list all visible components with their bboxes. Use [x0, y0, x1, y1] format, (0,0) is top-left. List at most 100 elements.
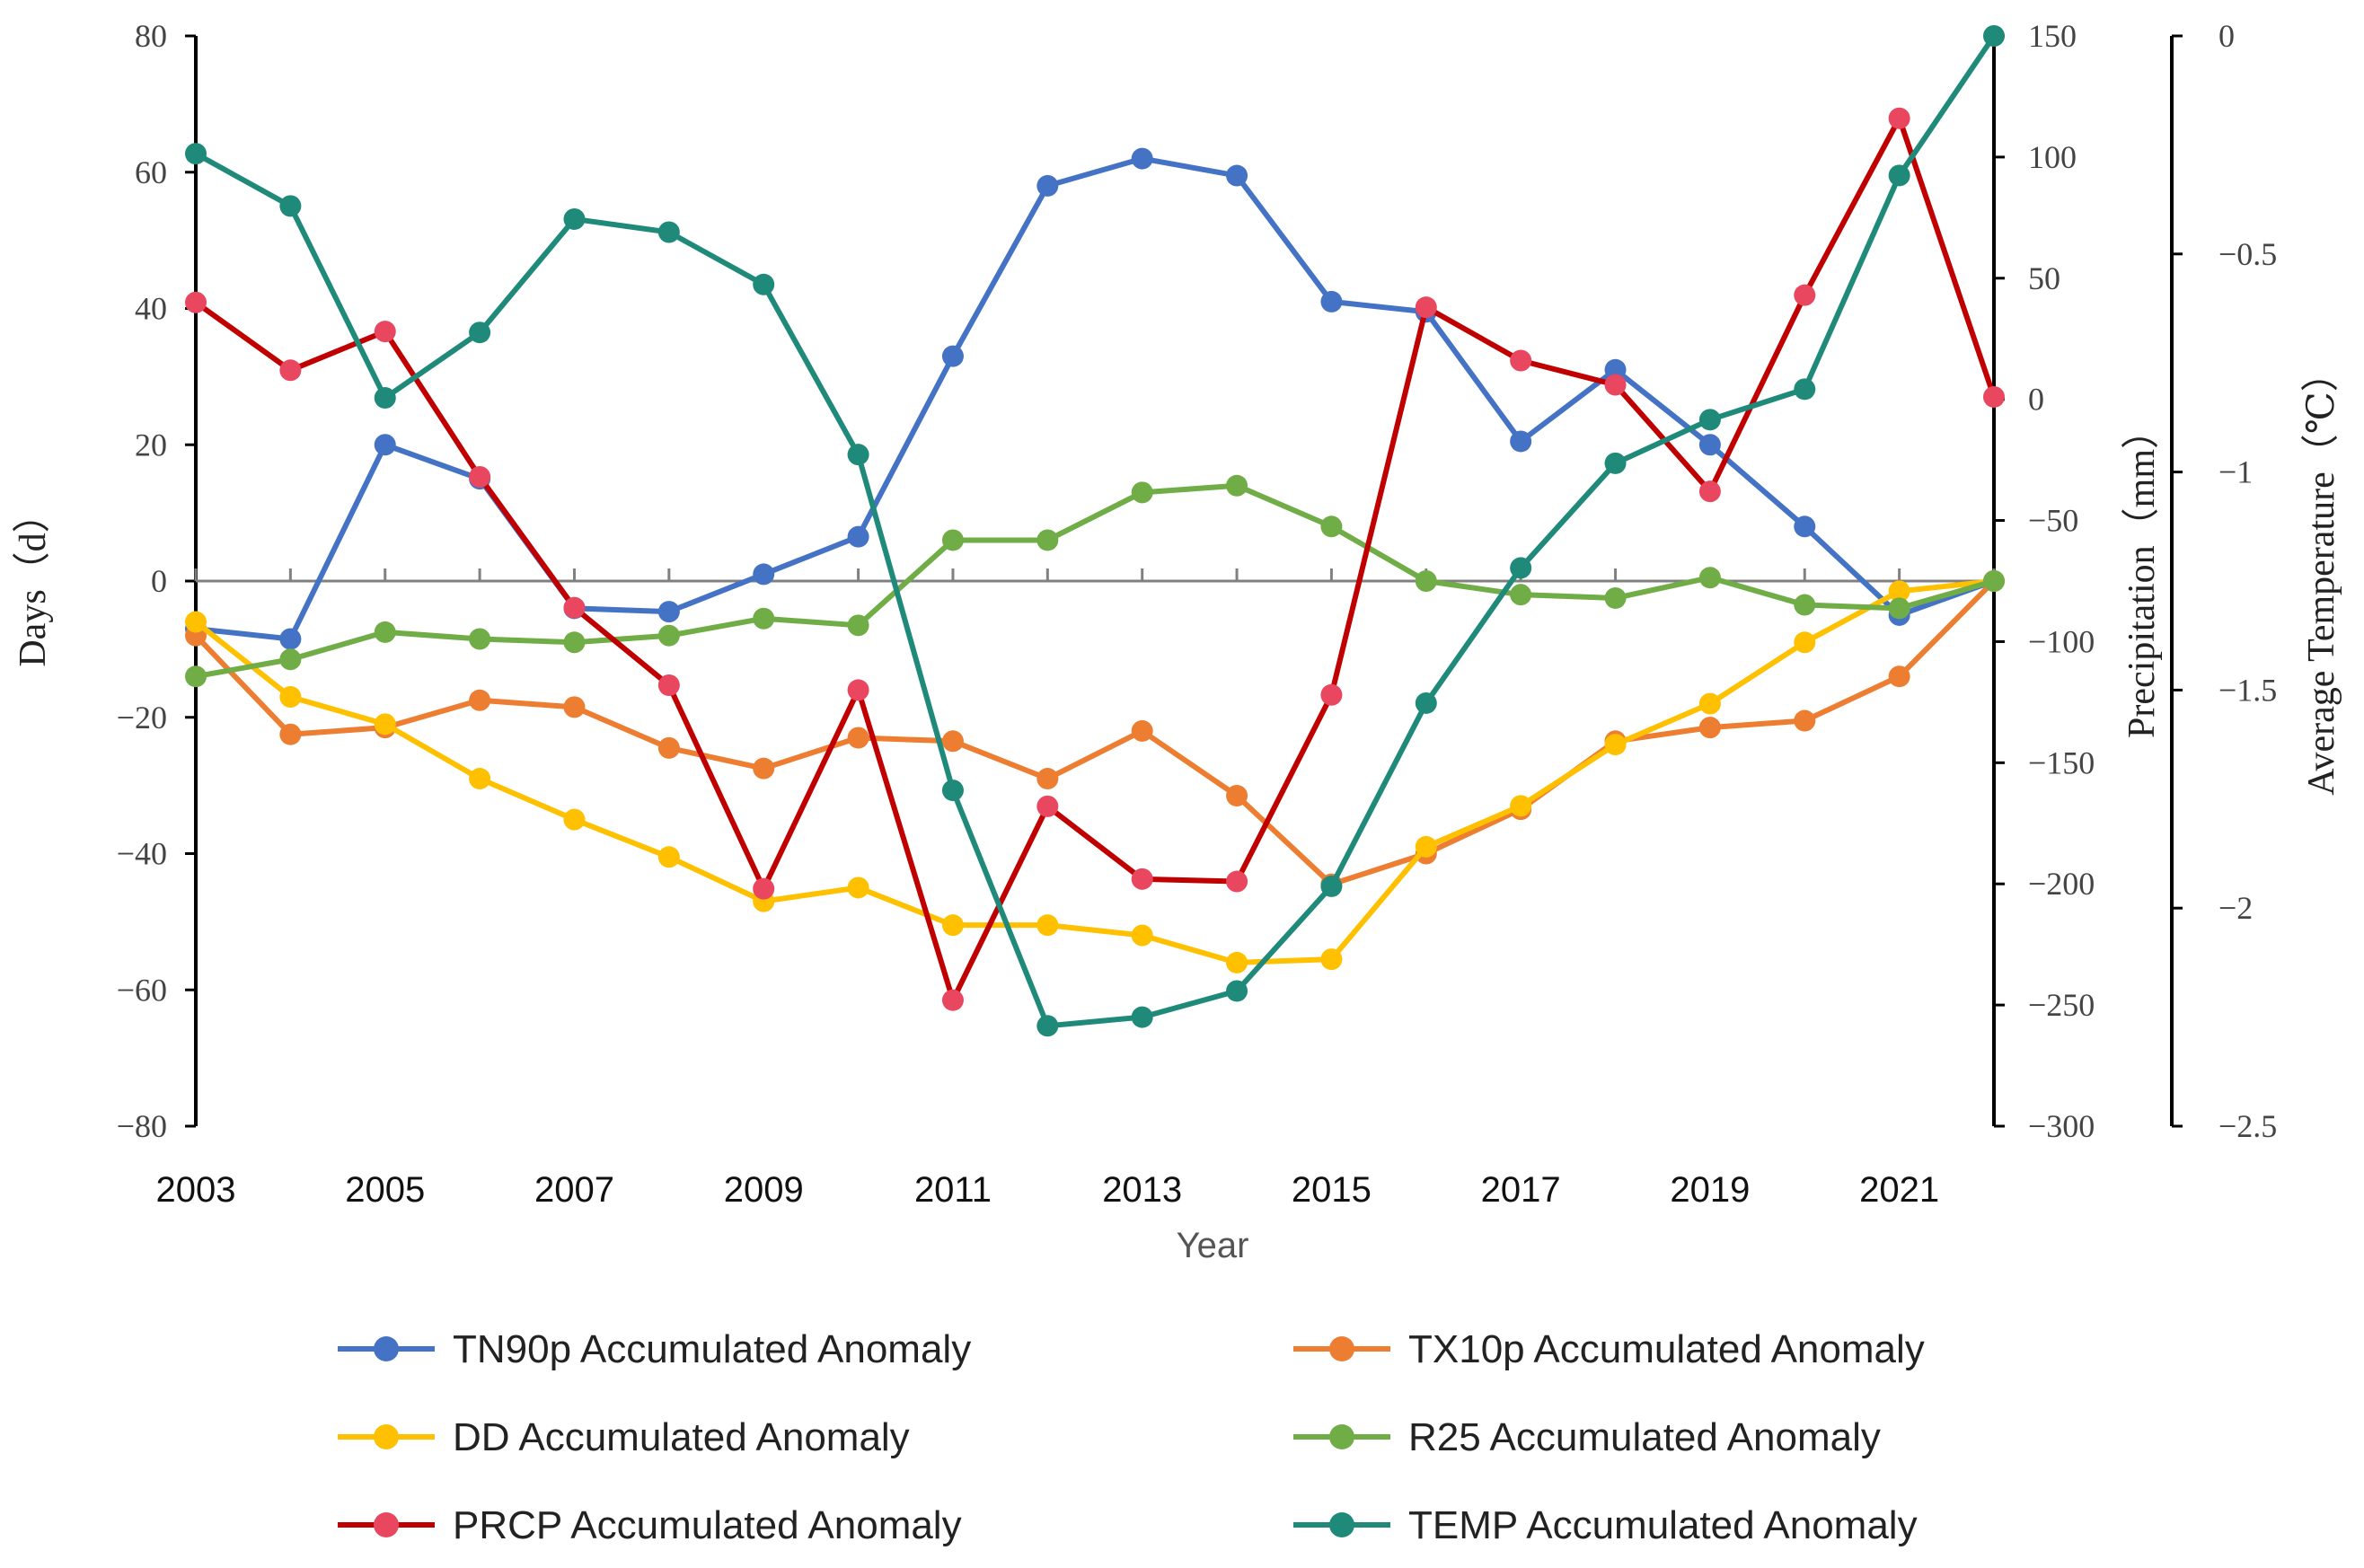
- legend-swatch-marker: [1329, 1424, 1354, 1449]
- data-point: [469, 465, 491, 488]
- series-layer: [185, 25, 2005, 1037]
- data-point: [1415, 570, 1437, 592]
- data-point: [657, 674, 680, 697]
- legend-label: R25 Accumulated Anomaly: [1408, 1415, 1881, 1459]
- series-temp: [185, 25, 2005, 1037]
- data-point: [657, 846, 680, 868]
- data-point: [1131, 719, 1153, 742]
- data-point: [1983, 25, 2005, 47]
- data-point: [1983, 570, 2005, 592]
- data-point: [1794, 378, 1816, 401]
- data-point: [1036, 914, 1059, 937]
- data-point: [1888, 107, 1910, 129]
- data-point: [1698, 717, 1721, 739]
- left-tick-label: −60: [117, 972, 167, 1008]
- data-point: [1510, 557, 1532, 579]
- data-point: [374, 621, 396, 643]
- data-point: [1036, 768, 1059, 790]
- data-point: [657, 624, 680, 647]
- data-point: [847, 444, 869, 466]
- data-point: [1320, 290, 1343, 313]
- series-line: [195, 155, 1996, 642]
- legend-label: DD Accumulated Anomaly: [453, 1415, 910, 1459]
- data-point: [1226, 951, 1248, 973]
- temp-tick-label: −0.5: [2218, 236, 2277, 272]
- left-tick-label: 80: [135, 18, 167, 54]
- data-point: [1794, 631, 1816, 654]
- data-point: [563, 696, 586, 718]
- data-point: [279, 685, 302, 708]
- x-tick-label: 2009: [724, 1170, 804, 1210]
- left-tick-label: 20: [135, 427, 167, 462]
- data-point: [279, 723, 302, 745]
- data-point: [563, 808, 586, 831]
- legend-swatch-marker: [1329, 1512, 1354, 1537]
- data-point: [941, 780, 964, 802]
- data-point: [941, 345, 964, 367]
- data-point: [1983, 385, 2005, 408]
- data-point: [941, 730, 964, 753]
- data-point: [1604, 586, 1627, 609]
- x-tick-label: 2011: [914, 1170, 992, 1210]
- data-point: [657, 221, 680, 243]
- precip-tick-label: −100: [2028, 623, 2095, 659]
- precip-axis-ticks: 150 100 50 0 −50 −100 −150 −200 −250 −300: [2028, 18, 2095, 1144]
- data-point: [657, 601, 680, 623]
- series-dd: [185, 570, 2005, 973]
- x-tick-label: 2017: [1481, 1170, 1561, 1210]
- x-tick-label: 2005: [345, 1170, 425, 1210]
- legend-label: TN90p Accumulated Anomaly: [453, 1327, 971, 1371]
- legend-swatch-marker: [1329, 1336, 1354, 1361]
- data-point: [469, 768, 491, 790]
- data-point: [1226, 474, 1248, 497]
- data-point: [941, 989, 964, 1011]
- precip-tick-label: −250: [2028, 987, 2095, 1023]
- data-point: [185, 665, 207, 688]
- data-point: [1794, 594, 1816, 616]
- x-tick-label: 2021: [1859, 1170, 1939, 1210]
- legend-swatch-marker: [374, 1336, 399, 1361]
- x-axis-ticks: 2003 2005 2007 2009 2011 2013 2015 2017 2019 2021: [156, 1170, 1940, 1210]
- data-point: [1604, 358, 1627, 381]
- data-point: [1888, 580, 1910, 603]
- legend-item: TX10p Accumulated Anomaly: [1293, 1327, 1925, 1371]
- precip-axis-title: Precipitation（mm）: [2121, 411, 2163, 738]
- data-point: [847, 727, 869, 749]
- temp-tick-label: −1.5: [2218, 672, 2277, 708]
- data-point: [1888, 665, 1910, 688]
- data-point: [1131, 924, 1153, 947]
- data-point: [1510, 795, 1532, 817]
- data-point: [1036, 795, 1059, 817]
- data-point: [1036, 174, 1059, 197]
- data-point: [374, 387, 396, 410]
- precip-tick-label: −300: [2028, 1108, 2095, 1144]
- data-point: [1415, 835, 1437, 858]
- data-point: [279, 195, 302, 217]
- data-point: [374, 434, 396, 456]
- data-point: [1226, 785, 1248, 807]
- legend-item: PRCP Accumulated Anomaly: [338, 1503, 962, 1547]
- legend-label: TX10p Accumulated Anomaly: [1408, 1327, 1925, 1371]
- data-point: [1510, 349, 1532, 372]
- precip-tick-label: −150: [2028, 744, 2095, 780]
- data-point: [1604, 452, 1627, 474]
- data-point: [1604, 374, 1627, 396]
- series-prcp: [185, 107, 2005, 1011]
- data-point: [1036, 529, 1059, 551]
- temp-tick-label: −2.5: [2218, 1108, 2277, 1144]
- series-line: [193, 578, 1997, 887]
- left-tick-label: 0: [151, 563, 167, 599]
- precip-tick-label: 0: [2028, 382, 2044, 418]
- data-point: [753, 563, 775, 586]
- data-point: [563, 596, 586, 619]
- data-point: [374, 321, 396, 343]
- data-point: [847, 679, 869, 701]
- data-point: [847, 525, 869, 548]
- data-point: [941, 914, 964, 937]
- data-point: [941, 529, 964, 551]
- left-tick-label: −20: [117, 700, 167, 736]
- left-axis-title: Days（d）: [13, 495, 54, 666]
- data-point: [753, 877, 775, 900]
- series-line: [194, 115, 1997, 1003]
